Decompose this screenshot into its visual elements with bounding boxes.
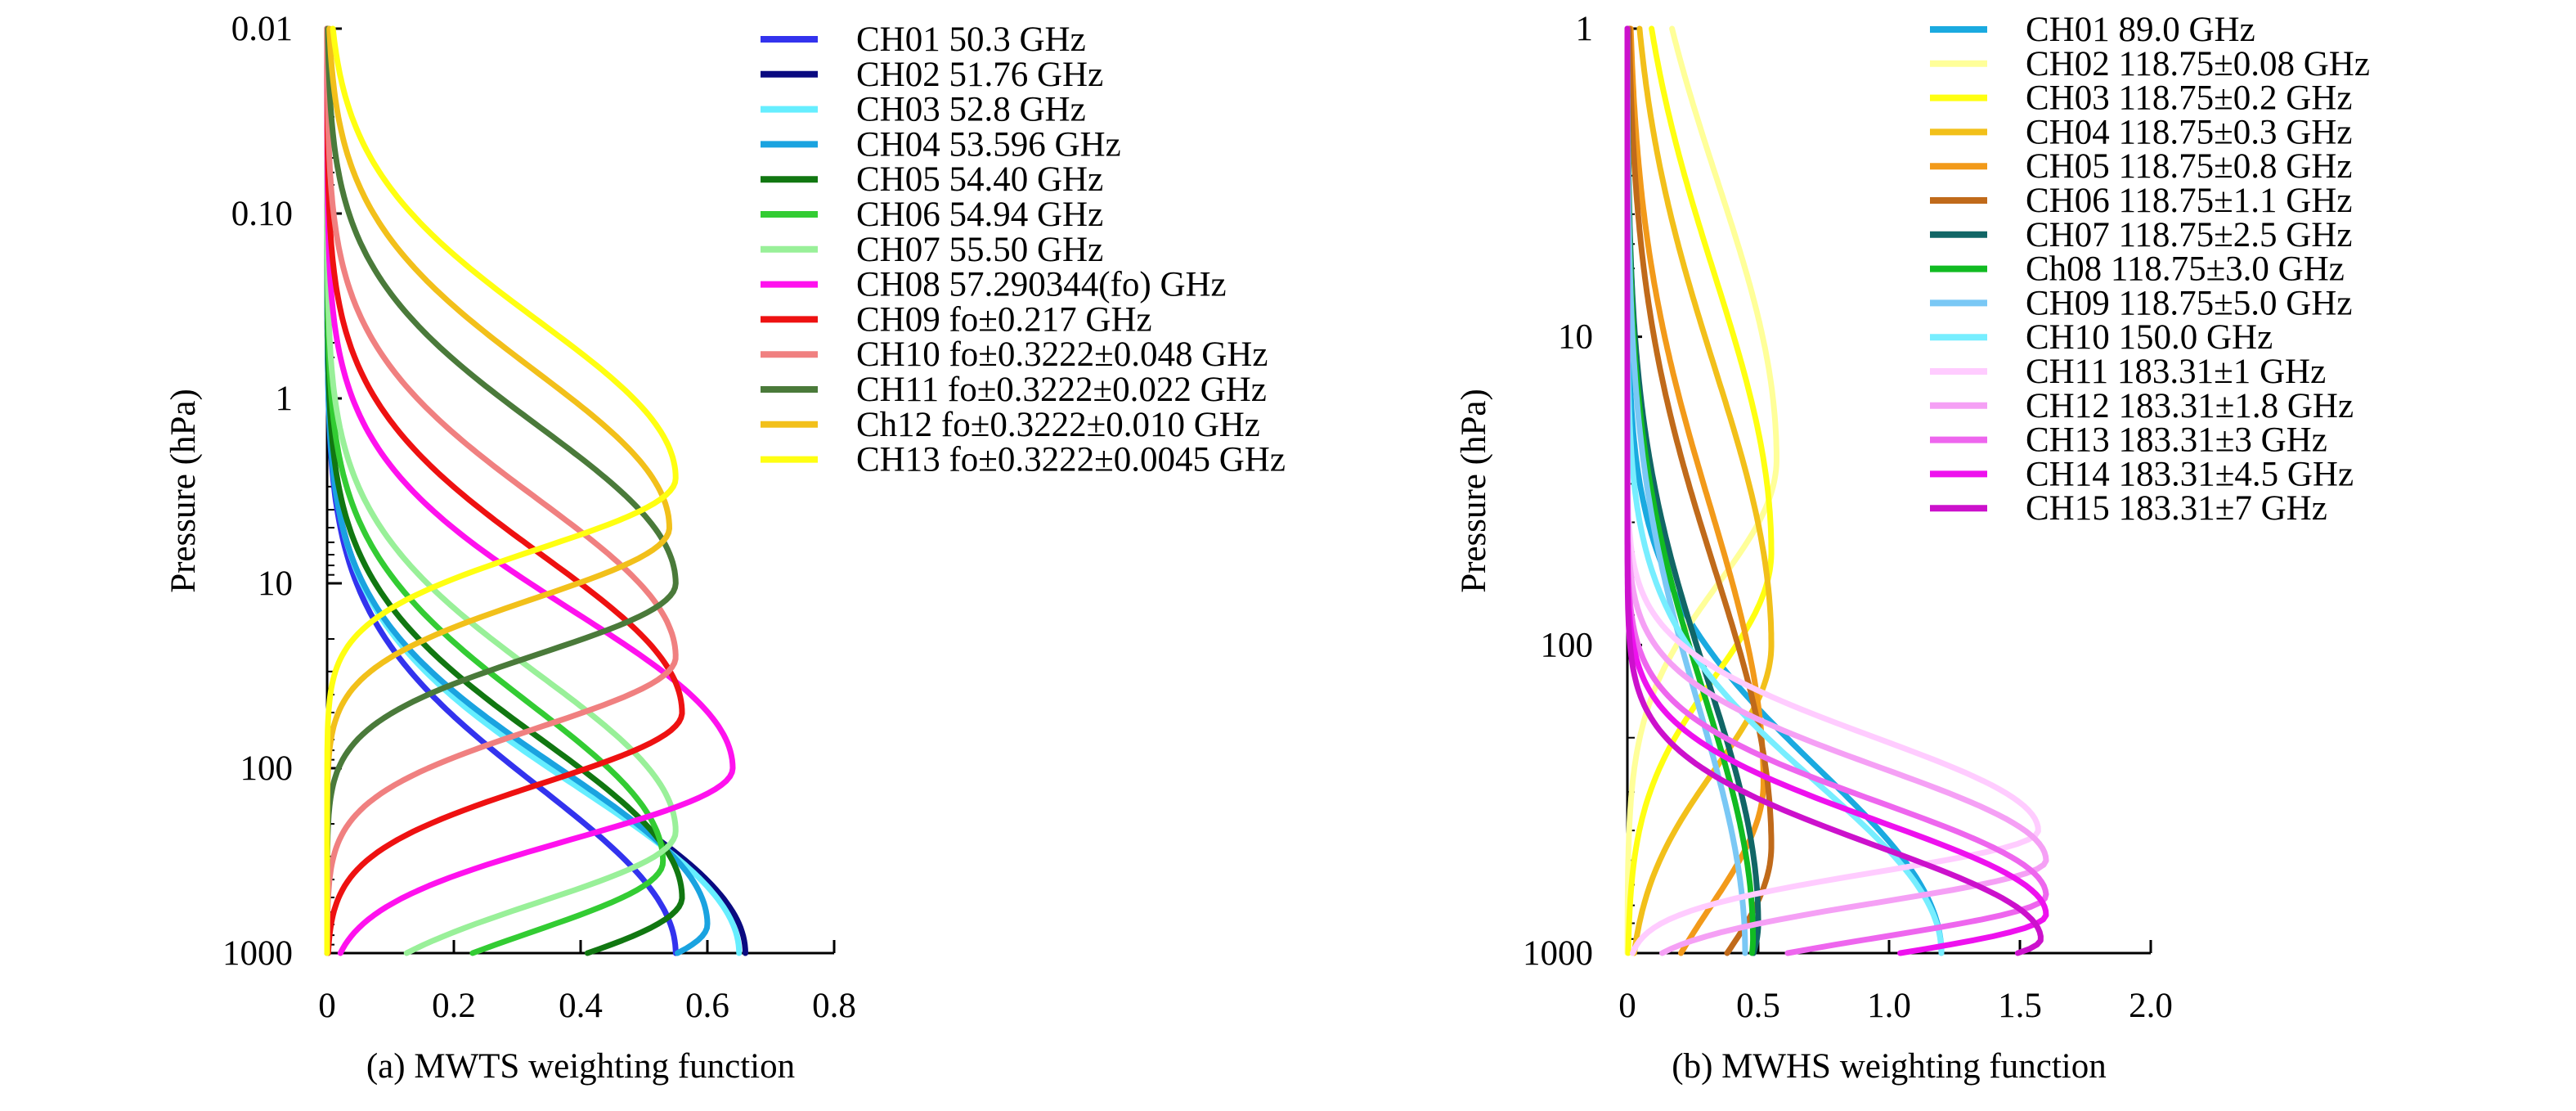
legend-label: CH06 118.75±1.1 GHz — [2026, 182, 2352, 220]
legend-label: CH15 183.31±7 GHz — [2026, 489, 2327, 528]
series-line — [324, 25, 679, 956]
legend-label: CH03 52.8 GHz — [856, 91, 1086, 129]
legend-label: CH10 150.0 GHz — [2026, 318, 2273, 357]
x-tick-label: 1.0 — [1867, 987, 1911, 1025]
y-tick-label: 100 — [240, 749, 294, 788]
legend-label: CH09 fo±0.217 GHz — [856, 300, 1152, 339]
panel-b-mwhs: 1 10 100 1000 0 0.5 1.0 1.5 2.0 Pressure (hPa) (b)… — [1455, 10, 2370, 1086]
series-line — [1624, 25, 2044, 956]
x-tick-label: 1.5 — [1998, 987, 2042, 1025]
series-line — [1624, 25, 1945, 956]
legend-label: CH06 54.94 GHz — [856, 196, 1103, 234]
x-tick-label: 0.5 — [1736, 987, 1780, 1025]
legend-label: Ch12 fo±0.3222±0.010 GHz — [856, 406, 1260, 444]
x-tick-label: 0 — [1618, 987, 1636, 1025]
legend-label: CH14 183.31±4.5 GHz — [2026, 455, 2354, 493]
series-line — [1631, 25, 1775, 956]
legend-label: CH11 fo±0.3222±0.022 GHz — [856, 371, 1267, 409]
x-tick-label: 0.6 — [685, 987, 729, 1025]
panel-a-mwts: 0.01 0.10 1 10 100 1000 0 0.2 0.4 0.6 0.8 Pressure … — [164, 10, 1286, 1086]
x-tick-label: 0.4 — [559, 987, 603, 1025]
legend-label: CH08 57.290344(fo) GHz — [856, 266, 1227, 304]
legend-label: CH03 118.75±0.2 GHz — [2026, 79, 2352, 118]
y-tick-label: 1000 — [222, 934, 293, 973]
legend-label: CH07 55.50 GHz — [856, 231, 1103, 269]
legend-label: CH13 183.31±3 GHz — [2026, 421, 2327, 460]
legend-label: Ch08 118.75±3.0 GHz — [2026, 250, 2345, 289]
legend-label: CH13 fo±0.3222±0.0045 GHz — [856, 441, 1286, 479]
legend-label: CH04 53.596 GHz — [856, 125, 1121, 164]
series-line — [1625, 25, 1775, 956]
legend-label: CH12 183.31±1.8 GHz — [2026, 387, 2354, 425]
legend-label: CH01 89.0 GHz — [2026, 11, 2255, 49]
series-line — [1626, 25, 1775, 956]
series-line — [1624, 25, 1779, 956]
series-line — [1624, 25, 1945, 956]
legend-label: CH11 183.31±1 GHz — [2026, 353, 2326, 391]
y-axis-label: Pressure (hPa) — [164, 389, 203, 593]
series-line — [324, 25, 743, 956]
y-tick-label: 1 — [1576, 10, 1594, 48]
x-tick-label: 0.8 — [812, 987, 856, 1025]
legend-label: CH01 50.3 GHz — [856, 20, 1086, 59]
legend-label: CH05 54.40 GHz — [856, 160, 1103, 199]
y-tick-label: 1 — [276, 380, 294, 418]
x-tick-label: 0.2 — [432, 987, 476, 1025]
panel-caption: (a) MWTS weighting function — [366, 1047, 795, 1086]
y-tick-label: 10 — [258, 564, 293, 603]
panel-caption: (b) MWHS weighting function — [1672, 1047, 2106, 1086]
legend-label: CH09 118.75±5.0 GHz — [2026, 284, 2352, 322]
y-axis-label: Pressure (hPa) — [1455, 389, 1493, 593]
legend-label: CH10 fo±0.3222±0.048 GHz — [856, 335, 1268, 374]
series-line — [324, 25, 679, 956]
legend-label: CH04 118.75±0.3 GHz — [2026, 113, 2352, 151]
y-tick-label: 0.10 — [231, 195, 293, 233]
legend-label: CH02 51.76 GHz — [856, 56, 1103, 94]
series-line — [324, 25, 748, 956]
y-tick-label: 0.01 — [231, 10, 293, 48]
legend-label: CH07 118.75±2.5 GHz — [2026, 216, 2352, 254]
series-line — [324, 25, 679, 956]
y-tick-label: 1000 — [1523, 934, 1593, 973]
x-tick-label: 0 — [318, 987, 336, 1025]
legend-label: CH02 118.75±0.08 GHz — [2026, 45, 2370, 83]
y-tick-label: 100 — [1541, 626, 1594, 664]
x-tick-label: 2.0 — [2129, 987, 2173, 1025]
y-tick-label: 10 — [1558, 318, 1593, 357]
legend-label: CH05 118.75±0.8 GHz — [2026, 147, 2352, 186]
